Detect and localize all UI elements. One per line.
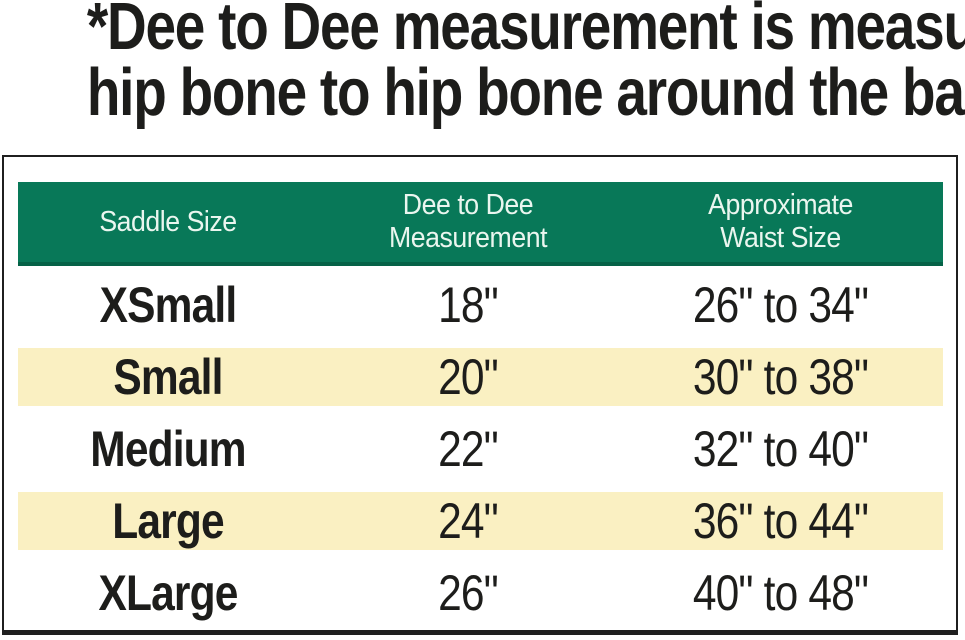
saddle-size-value: Medium	[89, 421, 246, 477]
saddle-size-value: XLarge	[97, 565, 238, 621]
saddle-size-value: Large	[111, 493, 224, 549]
waist-size-value: 26" to 34"	[692, 277, 868, 333]
table-row: Medium 22" 32" to 40"	[18, 413, 943, 485]
waist-size-value: 32" to 40"	[692, 421, 868, 477]
table-row: XSmall 18" 26" to 34"	[18, 269, 943, 341]
measurement-note-line2: hip bone to hip bone around the back	[86, 55, 965, 130]
column-header-waist-size: Approximate Waist Size	[707, 189, 853, 254]
column-header-dee-to-dee: Dee to Dee Measurement	[388, 189, 547, 254]
table-row: Large 24" 36" to 44"	[17, 485, 943, 557]
size-table-frame: Saddle Size Dee to Dee Measurement Appro…	[2, 155, 958, 635]
table-row: Small 20" 30" to 38"	[17, 341, 943, 413]
dee-to-dee-value: 26"	[437, 565, 499, 621]
waist-size-value: 40" to 48"	[692, 565, 868, 621]
saddle-size-value: Small	[112, 349, 223, 405]
waist-size-value: 30" to 38"	[692, 349, 868, 405]
table-header-row: Saddle Size Dee to Dee Measurement Appro…	[17, 182, 943, 266]
size-table: Saddle Size Dee to Dee Measurement Appro…	[17, 182, 943, 629]
column-header-saddle-size: Saddle Size	[98, 205, 237, 238]
table-row: XLarge 26" 40" to 48"	[18, 557, 943, 629]
measurement-note: *Dee to Dee measurement is measured hip …	[86, 0, 965, 130]
saddle-size-value: XSmall	[99, 277, 236, 333]
waist-size-value: 36" to 44"	[692, 493, 868, 549]
dee-to-dee-value: 18"	[437, 277, 499, 333]
dee-to-dee-value: 24"	[437, 493, 499, 549]
dee-to-dee-value: 22"	[437, 421, 499, 477]
dee-to-dee-value: 20"	[437, 349, 499, 405]
measurement-note-line1: *Dee to Dee measurement is measured	[86, 0, 965, 64]
